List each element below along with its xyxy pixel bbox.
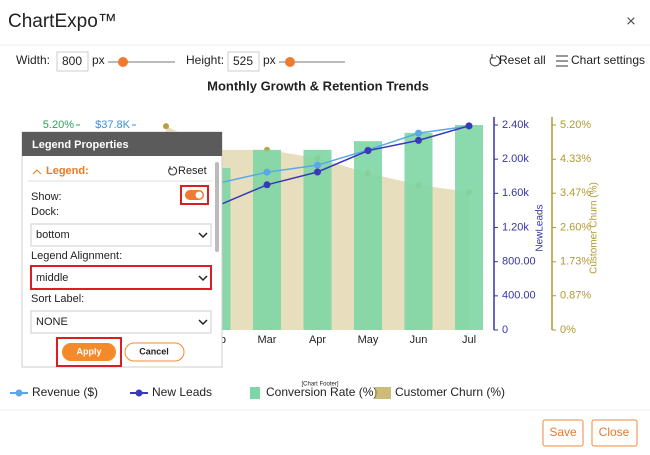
line-point [314,168,321,176]
dock-value: bottom [36,229,70,241]
y-tick-label: 1.20k [502,221,529,233]
height-input[interactable] [227,51,260,72]
legend-icon [135,389,143,397]
reset-all-button[interactable]: Reset all [499,53,546,67]
width-value: 800 [62,54,82,68]
chevron [198,232,208,239]
panel-header [22,132,222,156]
close-button[interactable] [591,419,638,447]
dock-select[interactable] [30,223,212,247]
save-button[interactable] [542,419,584,447]
settings-icon[interactable] [556,55,568,67]
bar [354,141,382,330]
axis-title: Customer Churn (%) [589,182,600,274]
toolbar: Width: 800 px Height: 525 px Reset all C… [16,51,645,72]
y-tick-label: 2.00k [502,153,529,165]
chart-footer: [Chart Footer] [301,382,338,388]
chevron [198,275,208,282]
y-tick-label: 2.40k [502,119,529,131]
width-input[interactable] [56,51,89,72]
y-tick-label: 2.60% [560,221,591,233]
chart-title: Monthly Growth & Retention Trends [207,78,429,93]
line-point [263,168,271,176]
collapse-icon[interactable] [32,169,42,175]
reset-icon[interactable] [168,166,178,176]
y-tick-label: 1.73% [560,256,591,268]
line-point [263,181,271,189]
sort-label: Sort Label: [31,293,84,305]
x-tick-label: Mar [258,334,277,346]
axis-title: NewLeads [535,204,546,251]
line-point [415,136,422,144]
reset-icon[interactable] [489,54,501,67]
legend-label: Conversion Rate (%) [266,385,377,399]
legend-icon [375,387,391,399]
y-tick-label: $37.8K [95,119,131,131]
bar [404,132,433,330]
apply-button[interactable] [62,343,116,361]
show-label: Show: [31,191,62,203]
legend-label: Revenue ($) [32,385,98,399]
legend-label: Customer Churn (%) [395,385,505,399]
legend: Revenue ($) New Leads Conversion Rate (%) C… [10,385,505,399]
height-value: 525 [233,54,253,68]
y-tick-label: 3.47% [560,187,591,199]
line-point [415,129,422,137]
height-unit: px [263,53,276,67]
y-tick-label: 4.33% [560,153,591,165]
cancel-text[interactable]: Cancel [139,346,169,356]
cancel-button[interactable] [124,342,185,362]
x-tick-label: May [358,334,379,346]
apply-text[interactable]: Apply [76,346,101,356]
y-tick-label: 0.87% [560,290,591,302]
width-unit: px [92,53,105,67]
app-title: ChartExpo™ [8,11,117,32]
panel-title: Legend Properties [32,139,129,151]
y-tick-label: 5.20% [43,119,74,131]
bar [253,149,281,330]
close-icon[interactable]: × [626,11,636,30]
highlight [180,185,209,205]
line-point [364,147,372,155]
bar [303,149,332,330]
height-label: Height: [186,53,224,67]
x-tick-label: Jul [462,334,476,346]
y-tick-label: 1.60k [502,187,529,199]
x-tick-label: Apr [309,334,326,346]
y-tick-label: 5.20% [560,119,591,131]
sort-select[interactable] [30,310,212,334]
reset-button[interactable]: Reset [178,165,207,177]
alignment-select[interactable] [30,265,212,290]
x-tick-label: Jun [410,334,428,346]
save-text[interactable]: Save [549,425,577,439]
chart-settings-button[interactable]: Chart settings [571,53,645,67]
y-tick-label: 0 [502,324,508,336]
y-tick-label: 0% [560,324,576,336]
legend-label: New Leads [152,385,212,399]
churn-point [163,123,169,130]
width-slider-knob[interactable] [118,57,128,67]
sort-value: NONE [36,316,68,328]
width-label: Width: [16,53,50,67]
bar [455,125,483,330]
alignment-value: middle [36,272,68,284]
legend-icon [250,387,260,399]
scrollbar[interactable] [215,162,219,252]
line-point [314,161,321,169]
highlight [56,337,122,367]
y-tick-label: 400.00 [502,290,536,302]
chevron [198,319,208,326]
line-point [465,122,473,130]
legend-icon [15,389,23,397]
height-slider-knob[interactable] [285,57,295,67]
alignment-label: Legend Alignment: [31,250,122,262]
dock-label: Dock: [31,206,59,218]
close-text[interactable]: Close [599,425,630,439]
y-tick-label: 800.00 [502,256,536,268]
section-title: Legend: [46,165,89,177]
toggle-knob [195,191,203,199]
legend-panel: Legend Properties Legend: Reset Show: Do… [21,131,223,368]
